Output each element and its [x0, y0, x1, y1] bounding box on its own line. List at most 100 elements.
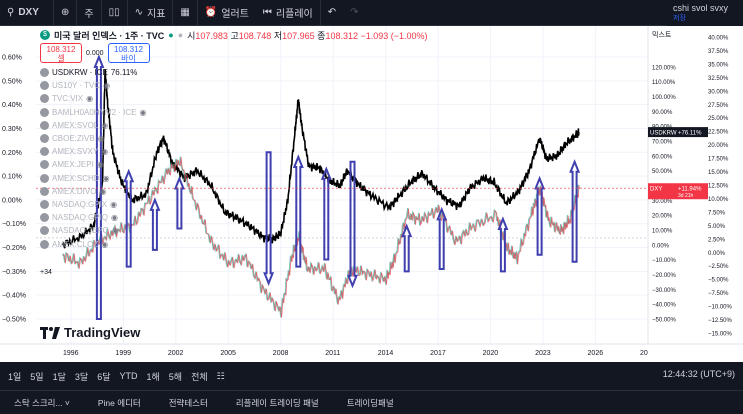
x-tick-label: 2002 — [168, 350, 184, 357]
overlay-label: TVC:VIX — [52, 94, 84, 104]
indicators-button[interactable]: ∿ 지표 — [128, 0, 174, 26]
symbol-logo-icon — [40, 186, 49, 196]
dxy-tag-sub: 3d 21h — [678, 193, 694, 199]
symbol-logo-icon — [40, 107, 49, 117]
range-1d[interactable]: 1일 — [8, 371, 22, 382]
range-1m[interactable]: 1달 — [52, 371, 66, 382]
eye-icon[interactable]: ◉ — [111, 226, 119, 236]
right-axis-a-label: −30.00% — [652, 288, 677, 294]
eye-icon[interactable]: ◉ — [101, 120, 109, 130]
overlay-item[interactable]: AMEX:SVOL ◉ — [40, 119, 428, 132]
right-axis-b-label: 10.00% — [708, 197, 729, 203]
right-axis-a-label: 110.00% — [652, 80, 676, 86]
layout-name-button[interactable]: cshi svol svxy 저장 — [667, 0, 743, 26]
clock-readout[interactable]: 12:44:32 (UTC+9) — [662, 369, 735, 379]
overlay-item[interactable]: CBOE:ZIVB ◉ — [40, 132, 428, 145]
right-axis-a-label: 20.00% — [652, 214, 673, 220]
right-axis-a-label: 120.00% — [652, 65, 676, 71]
tab-trading-panel[interactable]: 트레이딩패널 — [346, 397, 394, 408]
right-axis-b-label: 12.50% — [708, 184, 729, 190]
overlay-item[interactable]: USDKRW · ICE 76.11% — [40, 66, 428, 79]
eye-icon[interactable]: ◉ — [102, 173, 110, 183]
overlay-item[interactable]: AMEX:JEPI ◉ — [40, 158, 428, 171]
overlay-item[interactable]: BAMLH0A0HYM2 · ICE ◉ — [40, 106, 428, 119]
undo-button[interactable]: ↶ — [321, 0, 343, 26]
overlay-item[interactable]: AMEX:CLOZ ◉ — [40, 237, 428, 250]
x-tick-label: 1996 — [63, 350, 79, 357]
left-axis-label: 0.00% — [2, 197, 22, 204]
legend-title[interactable]: 미국 달러 인덱스 · 1주 · TVC — [54, 30, 165, 41]
right-axis-a-label: 30.00% — [652, 199, 673, 205]
dxy-price-tag — [648, 183, 708, 200]
symbol-logo-icon — [40, 226, 49, 236]
range-1y[interactable]: 1해 — [146, 371, 160, 382]
overlay-label: USDKRW · ICE — [52, 68, 108, 78]
overlay-item[interactable]: TVC:VIX ◉ — [40, 92, 428, 105]
range-3m[interactable]: 3달 — [74, 371, 89, 382]
right-axis-b-label: 37.50% — [708, 49, 729, 55]
eye-icon[interactable]: ◉ — [86, 94, 94, 104]
right-axis-header: 믹스트 — [652, 30, 672, 39]
right-axis-a-label: −10.00% — [652, 258, 677, 264]
symbol-search-button[interactable]: ⚲ DXY — [0, 0, 54, 26]
plus-circle-icon: ⊕ — [61, 7, 70, 18]
buy-button[interactable]: 108.312 바이 — [107, 43, 150, 63]
chart-type-button[interactable]: ▯▯ — [102, 0, 128, 26]
range-6m[interactable]: 6달 — [97, 371, 111, 382]
alert-button[interactable]: ⏰ 얼러트 — [198, 0, 256, 26]
left-axis-label: −0.40% — [2, 293, 26, 300]
eye-icon[interactable]: ◉ — [101, 147, 109, 157]
goto-date-icon[interactable]: ☷ — [216, 370, 225, 381]
chart-canvas[interactable]: 1996 1999 2002 2005 2008 2011 2014 2017 2020 2023… — [0, 26, 743, 362]
right-axis-b-label: −12.50% — [708, 318, 733, 324]
undo-icon: ↶ — [327, 7, 337, 18]
save-status: 저장 — [673, 15, 686, 22]
spread-value: 0.000 — [86, 49, 104, 57]
overlay-item[interactable]: NASDAQ:JEPQ ◉ — [40, 224, 428, 237]
eye-icon[interactable]: ◉ — [111, 213, 118, 223]
overlay-label: NASDAQ:GPIX — [52, 199, 108, 209]
overlay-item[interactable]: NASDAQ:GPIQ ◉ — [40, 211, 428, 224]
overlay-item[interactable]: AMEX:SVXY ◉ — [40, 145, 428, 158]
tab-stock-screener[interactable]: 스탁 스크리... ˅ — [14, 397, 70, 408]
layouts-button[interactable]: ▦ — [173, 0, 198, 26]
right-axis-a-label: 90.00% — [652, 110, 673, 116]
redo-button[interactable]: ↷ — [343, 0, 365, 26]
overlay-item[interactable]: AMEX:SCHD ◉ — [40, 172, 428, 185]
range-all[interactable]: 전체 — [191, 371, 208, 382]
overlay-item[interactable]: NASDAQ:GPIX ◉ — [40, 198, 428, 211]
replay-button[interactable]: ⏮ 리플레이 — [256, 0, 321, 26]
range-5y[interactable]: 5해 — [168, 371, 183, 382]
symbol-logo-icon — [40, 120, 49, 130]
legend-header: $ 미국 달러 인덱스 · 1주 · TVC ● ● 시107.983 고108… — [40, 29, 428, 41]
tab-pine-editor[interactable]: Pine 에디터 — [97, 397, 141, 408]
chart-pane[interactable]: 1996 1999 2002 2005 2008 2011 2014 2017 2020 2023… — [0, 26, 743, 362]
range-ytd[interactable]: YTD — [119, 371, 138, 381]
overlay-item[interactable]: US10Y · TVC ◉ — [40, 79, 428, 92]
eye-icon[interactable]: ◉ — [96, 160, 104, 170]
add-symbol-button[interactable]: ⊕ — [54, 0, 78, 26]
x-tick-label: 2005 — [220, 350, 236, 357]
eye-icon[interactable]: ◉ — [110, 199, 118, 209]
sell-button[interactable]: 108.312 셀 — [40, 43, 82, 63]
usdkrw-tag-name: USDKRW — [650, 131, 677, 137]
overlay-label: NASDAQ:JEPQ — [52, 226, 109, 236]
indicators-label: 지표 — [147, 9, 166, 20]
eye-icon[interactable]: ◉ — [101, 239, 109, 249]
ohlc-values: 시107.983 고108.748 저107.965 종108.312 −1.0… — [187, 30, 428, 41]
range-5d[interactable]: 5일 — [30, 371, 44, 382]
right-axis-b-label: 40.00% — [708, 36, 729, 42]
interval-button[interactable]: 주 — [77, 0, 102, 26]
right-axis-a-label: 70.00% — [652, 140, 673, 146]
eye-icon[interactable]: ◉ — [103, 81, 111, 91]
tab-replay-panel[interactable]: 리플레이 트레이딩 패널 — [235, 397, 319, 408]
overlay-item[interactable]: AMEX:DIVO ◉ — [40, 185, 428, 198]
eye-icon[interactable]: ◉ — [97, 134, 105, 144]
down-arrow — [347, 160, 358, 289]
eye-icon[interactable]: ◉ — [139, 107, 147, 117]
dxy-tag-name: DXY — [650, 187, 662, 193]
right-axis-b-label: 35.00% — [708, 62, 729, 68]
eye-icon[interactable]: ◉ — [99, 186, 107, 196]
tab-strategy-tester[interactable]: 전략테스터 — [168, 397, 208, 408]
